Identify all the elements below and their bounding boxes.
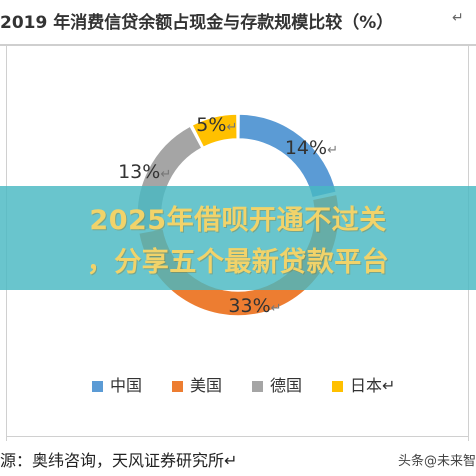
chart-header: 2019 年消费信贷余额占现金与存款规模比较（%） ↵ <box>0 0 476 50</box>
legend-swatch-china <box>92 381 103 392</box>
frame-bottom-border <box>6 436 469 437</box>
legend-label-china: 中国 <box>110 376 143 395</box>
title-return-mark: ↵ <box>452 10 464 26</box>
data-label-中国: 14%↵ <box>285 137 338 159</box>
banner-headline: 2025年借呗开通不过关 <box>89 205 387 236</box>
data-label-德国: 13%↵ <box>118 161 171 183</box>
legend-label-usa: 美国 <box>190 376 223 395</box>
chart-legend: 中国 美国 德国 日本↵ <box>0 372 476 396</box>
header-divider <box>0 44 476 46</box>
legend-label-japan-text: 日本 <box>350 376 383 395</box>
legend-swatch-germany <box>252 381 263 392</box>
data-label-美国: 33%↵ <box>228 295 281 317</box>
watermark: 头条@未来智 <box>397 454 476 469</box>
legend-swatch-japan <box>332 381 343 392</box>
promo-banner-overlay[interactable]: 2025年借呗开通不过关 ，分享五个最新贷款平台 <box>0 186 476 290</box>
legend-label-japan: 日本↵ <box>350 372 395 396</box>
data-label-日本: 5%↵ <box>196 114 237 136</box>
chart-footer: 源：奥纬咨询，天风证券研究所↵ 头条@未来智 <box>0 443 476 476</box>
chart-title: 2019 年消费信贷余额占现金与存款规模比较（%） <box>0 13 394 33</box>
legend-label-germany: 德国 <box>270 376 303 395</box>
donut-slice-日本 <box>190 113 238 149</box>
legend-return-mark: ↵ <box>382 376 396 395</box>
legend-swatch-usa <box>172 381 183 392</box>
source-note: 源：奥纬咨询，天风证券研究所↵ <box>0 451 238 470</box>
banner-subheadline: ，分享五个最新贷款平台 <box>86 247 390 278</box>
